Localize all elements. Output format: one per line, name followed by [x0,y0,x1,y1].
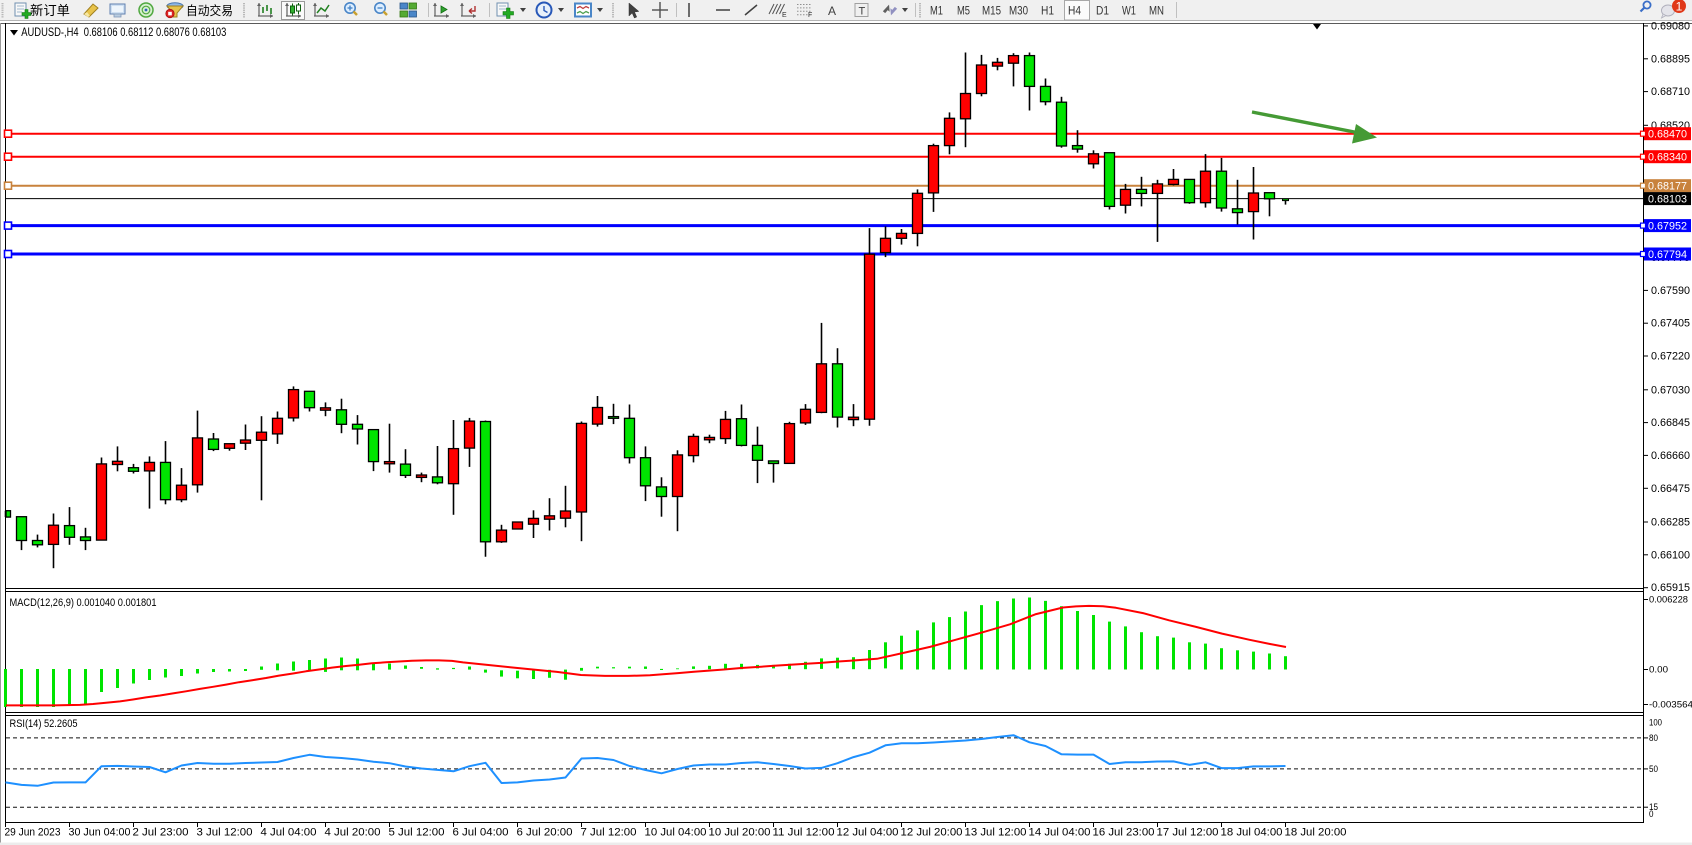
svg-text:AUDUSD-,H4 0.68106 0.68112 0.: AUDUSD-,H4 0.68106 0.68112 0.68076 0.681… [21,25,226,39]
svg-text:0.67590: 0.67590 [1651,285,1690,297]
svg-text:0.006228: 0.006228 [1649,595,1688,606]
svg-text:11 Jul 12:00: 11 Jul 12:00 [773,827,835,839]
svg-text:17 Jul 12:00: 17 Jul 12:00 [1157,827,1219,839]
svg-text:80: 80 [1649,733,1658,744]
svg-text:0.68177: 0.68177 [1648,181,1687,193]
svg-text:0.67952: 0.67952 [1648,221,1687,233]
svg-text:0.66475: 0.66475 [1651,483,1690,495]
svg-text:M1: M1 [930,6,943,18]
svg-text:M5: M5 [957,6,970,18]
svg-text:D1: D1 [1096,6,1109,18]
svg-text:0.69080: 0.69080 [1651,20,1690,32]
svg-text:0.68710: 0.68710 [1651,86,1690,98]
svg-text:50: 50 [1649,764,1658,775]
svg-text:10 Jul 20:00: 10 Jul 20:00 [709,827,771,839]
svg-text:0.67220: 0.67220 [1651,351,1690,363]
svg-text:4 Jul 20:00: 4 Jul 20:00 [325,827,381,839]
svg-text:10 Jul 04:00: 10 Jul 04:00 [645,827,707,839]
svg-text:12 Jul 20:00: 12 Jul 20:00 [901,827,963,839]
svg-text:MACD(12,26,9) 0.001040 0.00180: MACD(12,26,9) 0.001040 0.001801 [10,597,157,609]
svg-text:2 Jul 23:00: 2 Jul 23:00 [133,827,189,839]
svg-text:0.00: 0.00 [1649,665,1668,676]
svg-text:18 Jul 04:00: 18 Jul 04:00 [1221,827,1283,839]
svg-text:E: E [782,12,787,19]
svg-text:0.67030: 0.67030 [1651,384,1690,396]
svg-text:18 Jul 20:00: 18 Jul 20:00 [1285,827,1347,839]
svg-text:-0.003564: -0.003564 [1649,700,1692,711]
svg-text:16 Jul 23:00: 16 Jul 23:00 [1093,827,1155,839]
svg-text:1: 1 [1676,0,1683,14]
svg-text:新订单: 新订单 [30,3,70,18]
svg-text:12 Jul 04:00: 12 Jul 04:00 [837,827,899,839]
svg-text:29 Jun 2023: 29 Jun 2023 [5,827,61,839]
svg-text:5 Jul 12:00: 5 Jul 12:00 [389,827,445,839]
svg-text:0.68103: 0.68103 [1648,194,1687,206]
svg-text:M15: M15 [982,6,1001,18]
svg-text:3 Jul 12:00: 3 Jul 12:00 [197,827,253,839]
svg-text:4 Jul 04:00: 4 Jul 04:00 [261,827,317,839]
svg-text:0: 0 [1649,809,1654,820]
svg-text:MN: MN [1149,6,1164,18]
svg-text:15: 15 [1649,802,1658,813]
svg-text:6 Jul 20:00: 6 Jul 20:00 [517,827,573,839]
svg-text:0.67405: 0.67405 [1651,318,1690,330]
svg-text:14 Jul 04:00: 14 Jul 04:00 [1029,827,1091,839]
svg-text:6 Jul 04:00: 6 Jul 04:00 [453,827,509,839]
svg-text:0.66660: 0.66660 [1651,450,1690,462]
svg-text:0.65915: 0.65915 [1651,582,1690,594]
svg-text:0.66100: 0.66100 [1651,549,1690,561]
svg-text:30 Jun 04:00: 30 Jun 04:00 [69,827,131,839]
svg-text:7 Jul 12:00: 7 Jul 12:00 [581,827,637,839]
svg-text:T: T [859,6,866,18]
svg-text:0.68470: 0.68470 [1648,129,1687,141]
svg-text:H4: H4 [1068,6,1082,18]
svg-text:H1: H1 [1041,6,1054,18]
svg-text:自动交易: 自动交易 [186,3,233,18]
svg-text:0.66285: 0.66285 [1651,517,1690,529]
svg-text:M30: M30 [1009,6,1028,18]
svg-text:A: A [828,4,836,18]
svg-text:RSI(14) 52.2605: RSI(14) 52.2605 [10,718,78,730]
svg-text:100: 100 [1649,718,1662,729]
svg-text:W1: W1 [1122,6,1136,18]
svg-text:13 Jul 12:00: 13 Jul 12:00 [965,827,1027,839]
svg-text:0.68895: 0.68895 [1651,53,1690,65]
svg-text:F: F [808,12,812,19]
svg-text:0.67794: 0.67794 [1648,249,1687,261]
svg-text:0.66845: 0.66845 [1651,417,1690,429]
svg-text:0.68340: 0.68340 [1648,152,1687,164]
